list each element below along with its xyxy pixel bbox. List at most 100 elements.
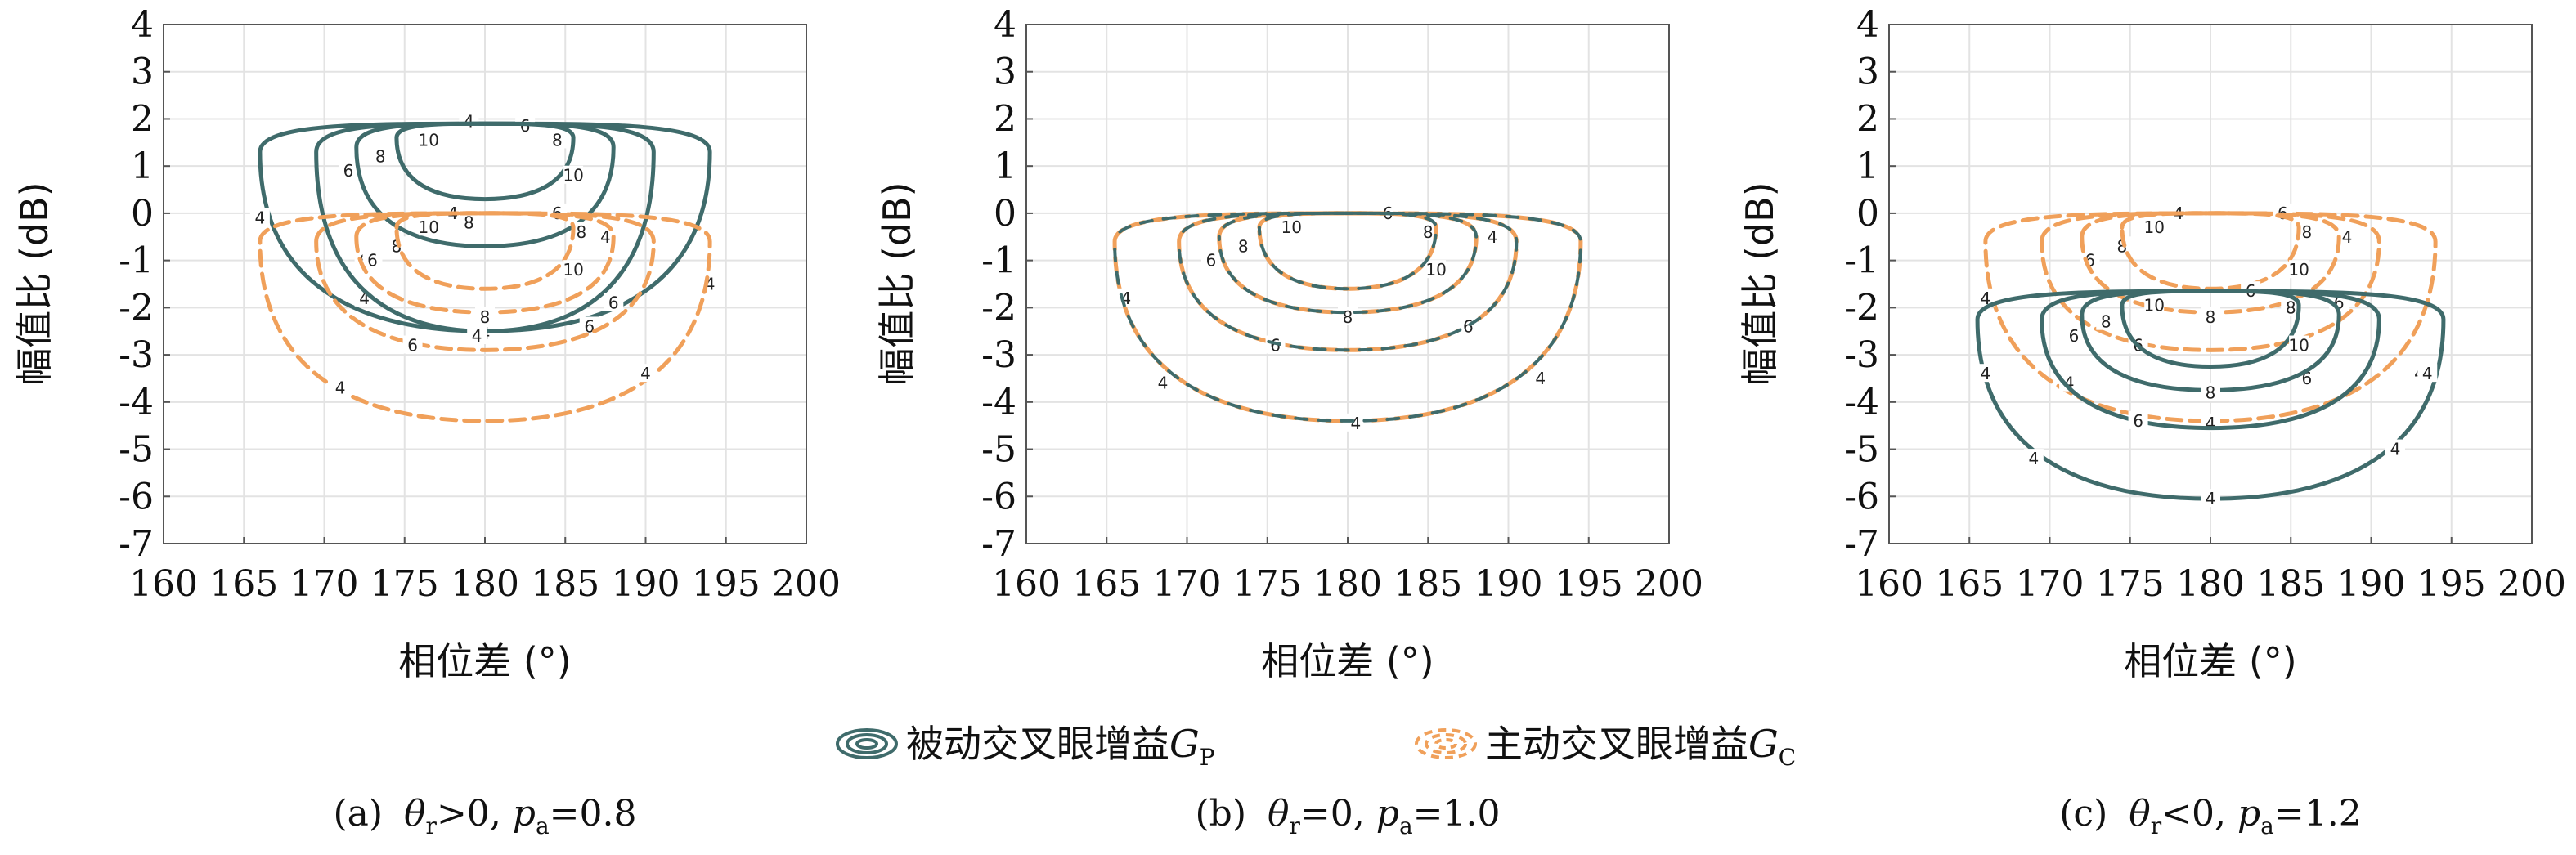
panel-c-passive-label-4-3: 4 xyxy=(2422,364,2433,383)
panel-c-active-label-bg-10-1 xyxy=(2289,260,2309,279)
panel-a-caption: (a) θr>0, pa=0.8 xyxy=(333,793,636,839)
panel-b-caption-theta: θ xyxy=(1268,793,1290,835)
panel-c-xtick-label-2: 170 xyxy=(2016,563,2085,605)
panel-c-passive-label-8-1: 8 xyxy=(2286,298,2296,317)
panel-b-active-label-bg-4-4 xyxy=(1482,226,1502,245)
panel-b-active-label-bg-4-3 xyxy=(1530,368,1551,387)
panel-c-passive-label-8-0: 8 xyxy=(2101,312,2112,332)
panel-c-grid xyxy=(1888,24,2533,544)
panel-a-ytick-label-7: -3 xyxy=(119,334,154,376)
panel-c-xtick-label-8: 200 xyxy=(2497,563,2566,605)
panel-b-caption-p-sub: a xyxy=(1399,812,1413,839)
panel-a-passive-label-10-1: 10 xyxy=(563,166,583,186)
panel-a: 444444666688810104444466668881010 160165… xyxy=(12,4,841,839)
panel-b-xtick-label-2: 170 xyxy=(1153,563,1222,605)
panel-a-xtick-label-5: 185 xyxy=(531,563,599,605)
panel-a-caption-theta-sub: r xyxy=(426,812,438,839)
panel-b-active-label-bg-4-1 xyxy=(1153,373,1174,392)
panel-a-active-label-bg-4-2 xyxy=(467,326,487,344)
panel-c-ytick-label-2: 2 xyxy=(1856,98,1879,140)
panel-a-active-label-bg-10-1 xyxy=(563,260,584,279)
panel-b-active-label-4-4: 4 xyxy=(1487,227,1497,247)
panel-c-caption-theta-sub: r xyxy=(2151,812,2162,839)
panel-c-passive-label-bg-4-1 xyxy=(2023,449,2044,468)
panel-c-ytick-label-8: -4 xyxy=(1844,382,1879,423)
panel-b-active-label-10-0: 10 xyxy=(1281,217,1301,237)
panel-c-ylabel: 幅值比 (dB) xyxy=(1738,181,1782,385)
panel-a-active-label-6-3: 6 xyxy=(608,293,619,313)
panel-c-ytick-label-3: 1 xyxy=(1856,145,1879,187)
panel-c-active-label-8-1: 8 xyxy=(2302,222,2313,242)
panel-c-passive-label-bg-8-0 xyxy=(2096,311,2116,330)
panel-b-xtick-label-4: 180 xyxy=(1313,563,1382,605)
panel-c-passive-label-6-2: 6 xyxy=(2133,411,2143,431)
panel-c-caption-p-sub: a xyxy=(2260,812,2274,839)
panel-b-xtick-label-0: 160 xyxy=(992,563,1061,605)
panel-b-xtick-label-7: 195 xyxy=(1555,563,1623,605)
panel-a-active-label-bg-6-0 xyxy=(362,250,383,269)
panel-b-xtick-label-1: 165 xyxy=(1072,563,1141,605)
panel-b-ytick-label-7: -3 xyxy=(981,334,1016,376)
panel-a-xtick-label-3: 175 xyxy=(370,563,439,605)
panel-b-active-label-bg-8-1 xyxy=(1418,222,1438,240)
legend-passive-label: 被动交叉眼增益GP xyxy=(906,722,1215,771)
panel-b-active-label-8-2: 8 xyxy=(1343,307,1353,327)
panel-b-caption-pa: =1.0 xyxy=(1413,793,1501,835)
panel-a-ytick-label-10: -6 xyxy=(119,476,154,517)
panel-b-active-label-bg-10-0 xyxy=(1281,217,1302,236)
panel-c-passive-contour-10 xyxy=(2120,289,2301,369)
panel-b-ticks: 160 165 170 175 180 185 190 195 20043210-1-2-3-4… xyxy=(981,4,1703,605)
panel-c-ytick-label-11: -7 xyxy=(1844,523,1879,565)
panel-c-passive-label-bg-4-3 xyxy=(2417,364,2438,383)
panel-c-caption-pa: =1.2 xyxy=(2274,793,2362,835)
panel-a-contours: 444444666688810104444466668881010 xyxy=(249,111,720,423)
panel-a-ytick-label-9: -5 xyxy=(119,429,154,471)
panel-b-caption-letter: (b) xyxy=(1196,793,1247,835)
panel-c-passive-label-bg-6-2 xyxy=(2128,410,2148,429)
panel-a-active-label-4-2: 4 xyxy=(472,326,482,346)
panel-c-ytick-label-4: 0 xyxy=(1856,193,1879,235)
panel-c: 444444666688810104444466668881010 160165… xyxy=(1738,4,2566,839)
panel-b-passive-contour-10 xyxy=(1257,211,1438,291)
panel-a-xlabel: 相位差 (°) xyxy=(398,639,572,683)
panel-c-active-label-4-3: 4 xyxy=(2342,227,2353,247)
panel-b-ytick-label-0: 4 xyxy=(994,4,1016,46)
panel-a-active-label-bg-4-1 xyxy=(595,226,616,245)
panel-a-active-contour-8 xyxy=(354,211,616,315)
panel-c-passive-label-bg-4-4 xyxy=(2385,439,2405,458)
panel-a-passive-label-4-1: 4 xyxy=(464,111,474,131)
panel-a-active-label-bg-10-0 xyxy=(419,217,439,236)
panel-c-passive-label-10-0: 10 xyxy=(2143,295,2164,315)
panel-c-xtick-label-7: 195 xyxy=(2417,563,2486,605)
panel-c-passive-label-4-4: 4 xyxy=(2390,440,2401,459)
panel-a-xtick-label-6: 190 xyxy=(612,563,680,605)
panel-a-ytick-label-5: -1 xyxy=(119,240,154,282)
legend: 被动交叉眼增益GP 主动交叉眼增益GC xyxy=(836,722,1796,771)
panel-c-ytick-label-10: -6 xyxy=(1844,476,1879,517)
panel-a-active-label-bg-4-4 xyxy=(330,378,351,396)
panel-a-active-label-8-2: 8 xyxy=(480,307,491,327)
panel-c-xlabel: 相位差 (°) xyxy=(2124,639,2297,683)
panel-b-active-label-bg-8-0 xyxy=(1233,236,1254,255)
panel-a-active-label-bg-8-0 xyxy=(386,236,406,255)
panel-a-xtick-label-2: 170 xyxy=(290,563,359,605)
panel-b-ytick-label-6: -2 xyxy=(981,287,1016,329)
panel-c-active-label-10-0: 10 xyxy=(2143,217,2164,237)
panel-a-passive-contour-10 xyxy=(394,121,576,202)
legend-passive-text: 被动交叉眼增益 xyxy=(906,722,1169,766)
panel-a-ytick-label-6: -2 xyxy=(119,287,154,329)
panel-c-caption-theta-rel: <0 xyxy=(2161,793,2215,835)
panel-b-xtick-label-6: 190 xyxy=(1474,563,1543,605)
legend-passive-symbol: G xyxy=(1169,722,1200,766)
panel-a-caption-comma: , xyxy=(490,793,513,835)
panel-a-passive-label-bg-10-1 xyxy=(563,165,584,184)
panel-c-xtick-label-4: 180 xyxy=(2176,563,2245,605)
panel-b-active-label-4-3: 4 xyxy=(1535,369,1546,388)
panel-c-passive-label-bg-6-0 xyxy=(2063,326,2084,344)
panel-a-passive-label-8-0: 8 xyxy=(375,147,386,167)
panel-a-active-label-10-1: 10 xyxy=(563,260,583,280)
panel-a-active-contour-6 xyxy=(314,211,656,352)
panel-c-active-label-8-2: 8 xyxy=(2206,307,2216,327)
panel-b-ytick-label-9: -5 xyxy=(981,429,1016,471)
panel-b-xtick-label-3: 175 xyxy=(1233,563,1302,605)
